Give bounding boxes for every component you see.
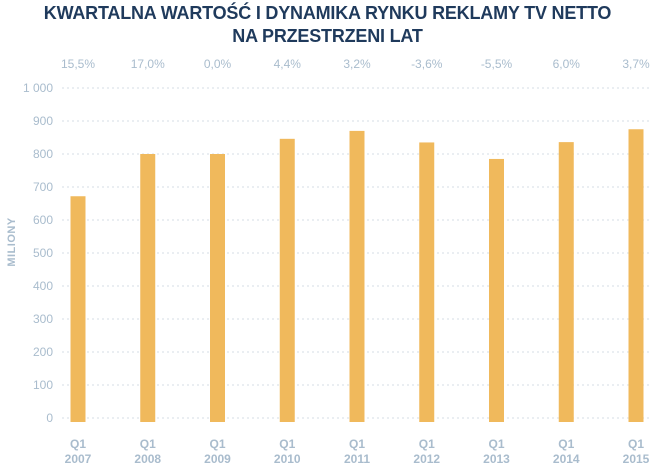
chart-title-line-1: KWARTALNA WARTOŚĆ I DYNAMIKA RYNKU REKLA… — [43, 3, 612, 23]
y-tick-label: 400 — [33, 279, 53, 293]
growth-label: 3,2% — [343, 57, 371, 71]
y-tick-label: 0 — [46, 411, 53, 425]
x-tick-quarter: Q1 — [140, 437, 156, 451]
x-tick-quarter: Q1 — [209, 437, 225, 451]
x-tick-year: 2009 — [204, 452, 231, 466]
bar — [70, 196, 86, 422]
x-tick-year: 2007 — [65, 452, 92, 466]
y-tick-label: 500 — [33, 246, 53, 260]
y-tick-label: 600 — [33, 213, 53, 227]
bar — [140, 154, 156, 422]
y-tick-label: 100 — [33, 378, 53, 392]
growth-label: 6,0% — [553, 57, 581, 71]
x-tick-quarter: Q1 — [488, 437, 504, 451]
x-tick-year: 2015 — [623, 452, 650, 466]
growth-label: 3,7% — [622, 57, 650, 71]
x-tick-year: 2011 — [344, 452, 370, 466]
x-tick-year: 2013 — [483, 452, 510, 466]
x-tick-quarter: Q1 — [558, 437, 574, 451]
x-tick-year: 2008 — [134, 452, 161, 466]
growth-label: 4,4% — [274, 57, 302, 71]
y-tick-label: 900 — [33, 114, 53, 128]
growth-label: -5,5% — [481, 57, 513, 71]
bar — [558, 142, 574, 422]
x-tick-quarter: Q1 — [349, 437, 365, 451]
y-tick-label: 200 — [33, 345, 53, 359]
chart-title: KWARTALNA WARTOŚĆ I DYNAMIKA RYNKU REKLA… — [0, 2, 655, 48]
x-tick-year: 2012 — [413, 452, 440, 466]
bar — [489, 158, 504, 422]
y-tick-label: 1 000 — [23, 81, 53, 95]
y-axis-label: MILIONY — [6, 217, 18, 266]
x-tick-quarter: Q1 — [279, 437, 295, 451]
y-tick-label: 800 — [33, 147, 53, 161]
growth-label: 15,5% — [61, 57, 95, 71]
x-tick-quarter: Q1 — [628, 437, 644, 451]
bar — [279, 138, 295, 422]
x-tick-quarter: Q1 — [70, 437, 86, 451]
bar — [628, 129, 644, 422]
chart-title-line-2: NA PRZESTRZENI LAT — [232, 26, 423, 46]
bar — [210, 154, 225, 422]
bar — [349, 130, 365, 422]
x-tick-quarter: Q1 — [419, 437, 435, 451]
growth-label: -3,6% — [411, 57, 443, 71]
y-tick-label: 700 — [33, 180, 53, 194]
growth-label: 17,0% — [131, 57, 165, 71]
x-tick-year: 2014 — [553, 452, 580, 466]
growth-label: 0,0% — [204, 57, 232, 71]
y-tick-label: 300 — [33, 312, 53, 326]
bar — [419, 142, 435, 422]
x-tick-year: 2010 — [274, 452, 301, 466]
